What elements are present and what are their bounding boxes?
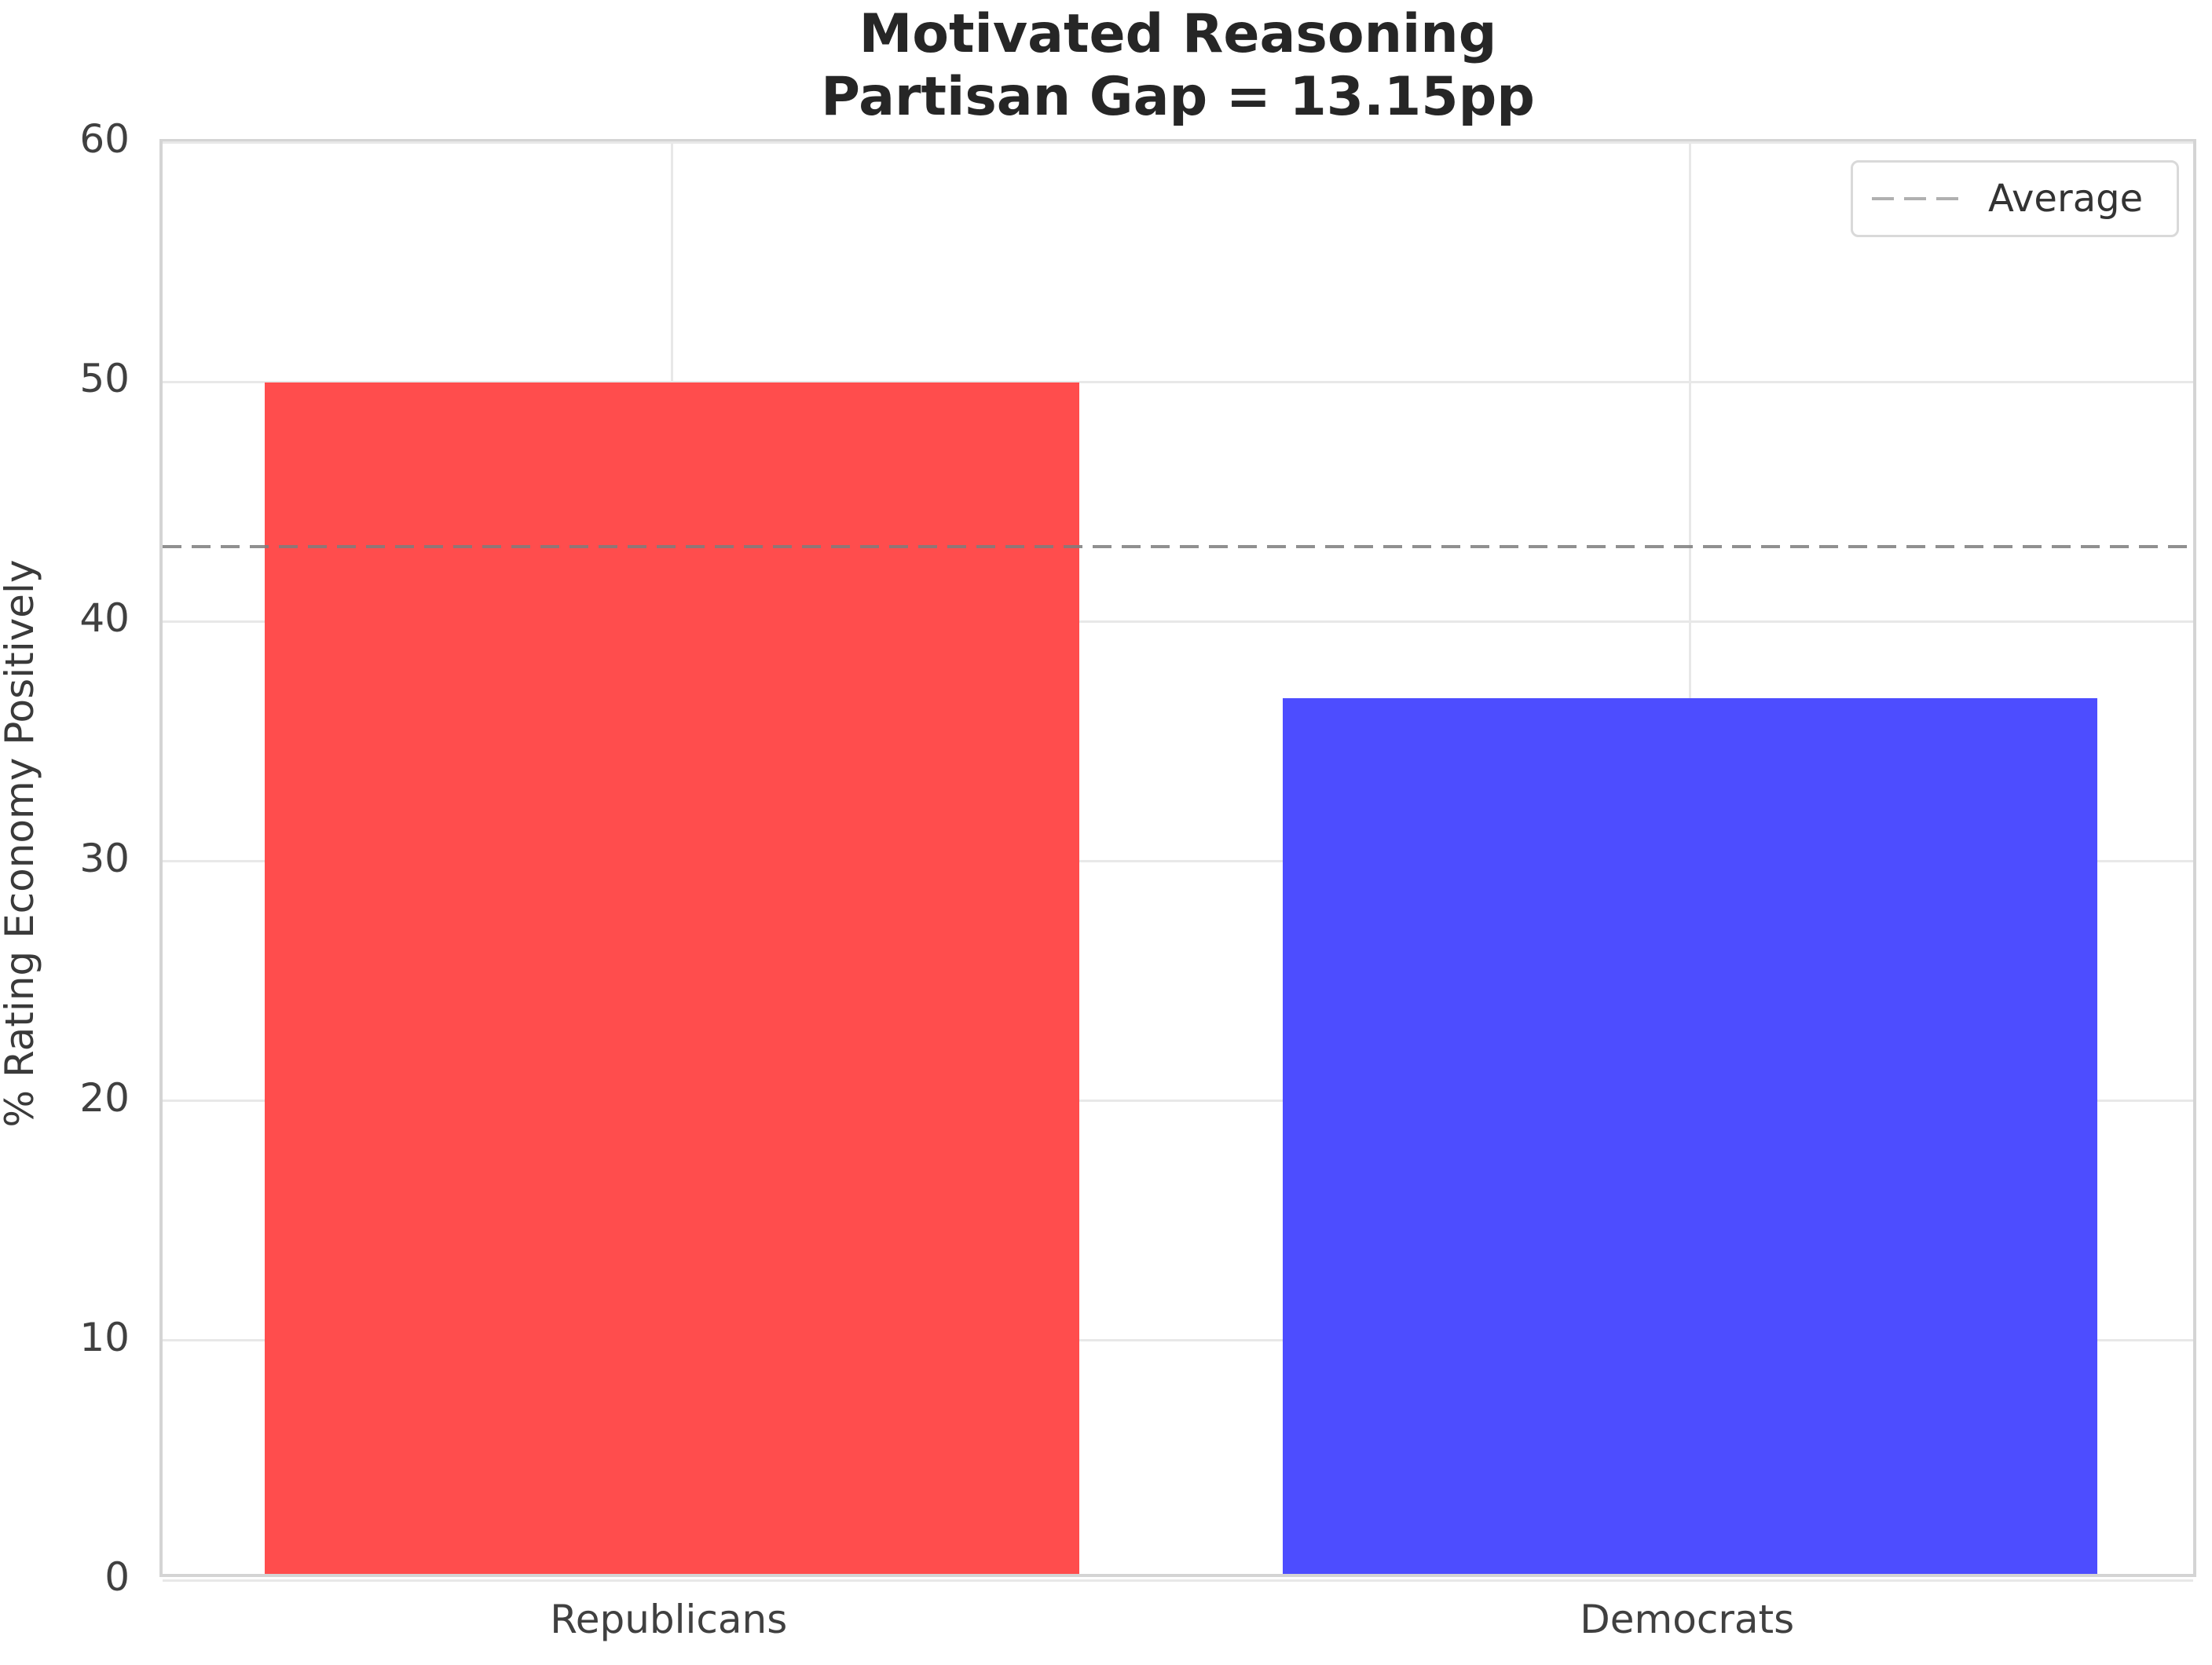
gridline-y-20 bbox=[163, 1100, 2193, 1103]
average-line bbox=[163, 544, 2193, 548]
y-tick-60: 60 bbox=[79, 116, 130, 162]
chart-subtitle: Partisan Gap = 13.15pp bbox=[821, 66, 1535, 128]
gridline-y-50 bbox=[163, 380, 2193, 383]
chart-title: Motivated Reasoning bbox=[859, 3, 1497, 65]
y-tick-50: 50 bbox=[79, 356, 130, 402]
y-tick-40: 40 bbox=[79, 595, 130, 642]
gridline-y-40 bbox=[163, 620, 2193, 623]
legend-dashed-line-icon bbox=[1872, 197, 1960, 200]
gridline-y-0 bbox=[163, 1579, 2193, 1582]
gridline-y-60 bbox=[163, 141, 2193, 144]
legend: Average bbox=[1851, 160, 2179, 237]
gridline-y-10 bbox=[163, 1339, 2193, 1342]
x-tick-democrats: Democrats bbox=[1580, 1597, 1795, 1642]
legend-label: Average bbox=[1988, 177, 2144, 221]
x-tick-republicans: Republicans bbox=[550, 1597, 788, 1642]
plot-area: Average bbox=[159, 139, 2196, 1582]
y-tick-30: 30 bbox=[79, 835, 130, 881]
bar-democrats bbox=[1283, 697, 2098, 1574]
y-tick-10: 10 bbox=[79, 1314, 130, 1360]
y-tick-0: 0 bbox=[104, 1554, 130, 1600]
chart-title-block: Motivated Reasoning Partisan Gap = 13.15… bbox=[159, 3, 2196, 129]
bar-republicans bbox=[264, 382, 1079, 1574]
gridline-y-30 bbox=[163, 860, 2193, 862]
y-tick-20: 20 bbox=[79, 1074, 130, 1121]
